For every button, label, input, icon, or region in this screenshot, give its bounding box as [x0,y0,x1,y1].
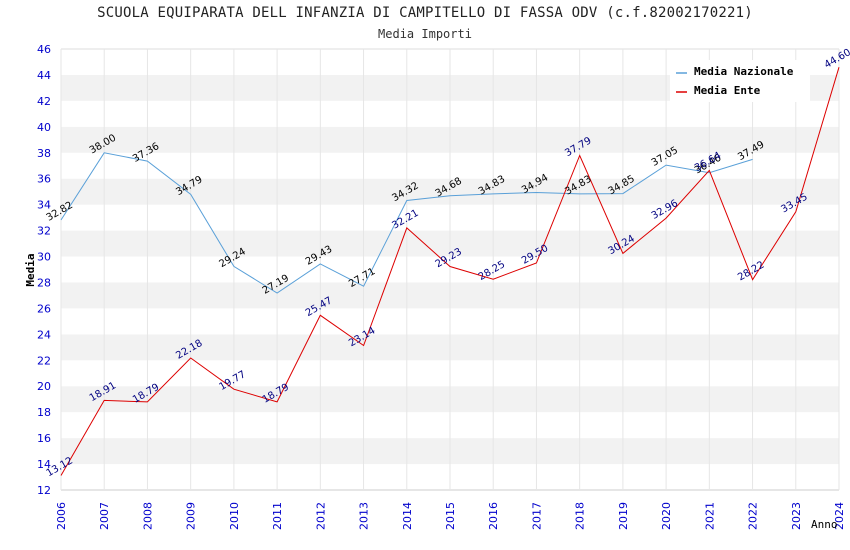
y-tick-label: 42 [37,95,51,108]
y-axis-ticks: 12 14 16 18 20 22 24 26 28 30 32 34 36 38 40 42 44 46 [37,43,51,497]
series-lines [60,67,840,476]
x-tick-label: 2007 [98,502,111,530]
y-tick-label: 22 [37,354,51,367]
x-tick-label: 2016 [487,502,500,530]
x-axis-title: Anno [811,518,838,531]
series-line-ente [60,67,840,476]
grid-bands [60,48,840,491]
x-tick-label: 2008 [141,502,154,530]
y-tick-label: 32 [37,225,51,238]
x-tick-label: 2006 [55,502,68,530]
x-tick-label: 2020 [660,502,673,530]
x-tick-label: 2018 [574,502,587,530]
x-tick-label: 2011 [271,502,284,530]
y-tick-label: 26 [37,302,51,315]
x-tick-label: 2017 [530,502,543,530]
x-tick-label: 2014 [401,502,414,530]
legend-label-nazionale: Media Nazionale [694,65,794,78]
y-tick-label: 20 [37,380,51,393]
x-tick-label: 2023 [790,502,803,530]
series-line-nazionale [60,152,753,294]
y-tick-label: 18 [37,406,51,419]
y-tick-label: 14 [37,458,51,471]
y-tick-label: 46 [37,43,51,56]
x-axis-ticks: 2006 2007 2008 2009 2010 2011 2012 2013 2014 2015… [55,502,846,530]
y-tick-label: 12 [37,484,51,497]
x-tick-label: 2010 [228,502,241,530]
y-tick-label: 24 [37,328,51,341]
y-tick-label: 34 [37,199,51,212]
x-tick-label: 2019 [617,502,630,530]
x-tick-label: 2022 [747,502,760,530]
x-tick-label: 2009 [185,502,198,530]
y-tick-label: 38 [37,147,51,160]
x-tick-label: 2013 [358,502,371,530]
y-tick-label: 44 [37,69,51,82]
x-tick-label: 2015 [444,502,457,530]
y-tick-label: 36 [37,173,51,186]
chart-subtitle: Media Importi [378,27,472,41]
legend-box [670,60,810,102]
chart-title: SCUOLA EQUIPARATA DELL INFANZIA DI CAMPI… [97,5,753,21]
legend: Media Nazionale Media Ente [670,60,810,102]
y-axis-title: Media [24,253,37,286]
x-tick-label: 2012 [314,502,327,530]
y-tick-label: 40 [37,121,51,134]
y-tick-label: 30 [37,251,51,264]
y-tick-label: 16 [37,432,51,445]
y-tick-label: 28 [37,276,51,289]
x-tick-label: 2021 [703,502,716,530]
legend-label-ente: Media Ente [694,84,761,97]
x-tick-label: 2024 [833,502,846,530]
